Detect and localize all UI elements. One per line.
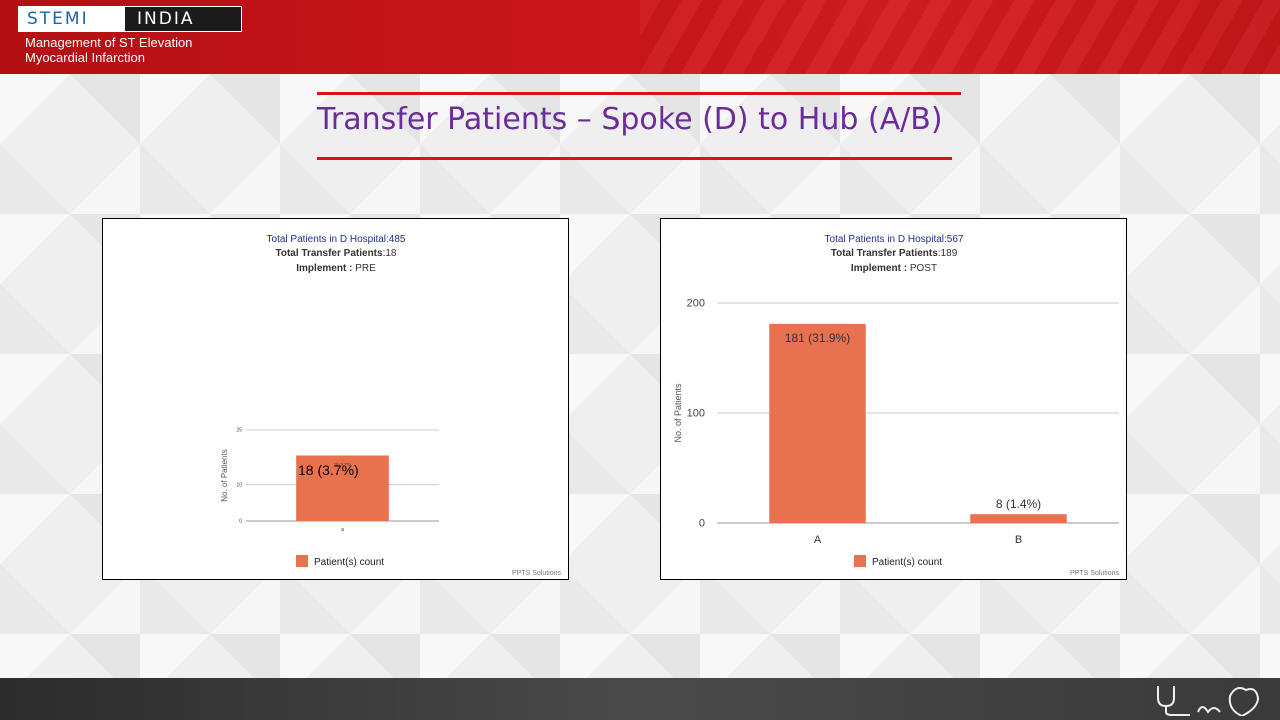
y-axis-label: No. of Patients xyxy=(673,383,683,443)
stemi-india-logo: STEMI INDIA xyxy=(18,6,242,32)
title-top-rule xyxy=(317,92,961,95)
y-tick-label: 0 xyxy=(699,518,705,530)
chart-subtitle: Total Transfer Patients:18 xyxy=(276,248,397,259)
header-banner: STEMI INDIA Management of ST Elevation M… xyxy=(0,0,1280,74)
subtitle-line-1: Management of ST Elevation xyxy=(25,35,193,50)
y-tick-label: 25 xyxy=(236,428,242,434)
logo-left-text: STEMI xyxy=(19,7,125,31)
stethoscope-heart-icon xyxy=(1157,686,1260,716)
data-label: 181 (31.9%) xyxy=(785,331,850,345)
chart-title: Total Patients in D Hospital:567 xyxy=(825,234,964,245)
legend-swatch xyxy=(296,555,308,567)
chart-implement: Implement : PRE xyxy=(296,263,376,274)
chart-post-svg: Total Patients in D Hospital:567 Total Tr… xyxy=(673,234,1120,577)
chart-subtitle: Total Transfer Patients:189 xyxy=(831,248,958,259)
bar-a xyxy=(296,455,389,521)
y-tick-label: 200 xyxy=(687,298,705,310)
slide-title: Transfer Patients – Spoke (D) to Hub (A/… xyxy=(317,102,943,137)
title-bottom-rule xyxy=(317,157,952,160)
chart-credit: PPTS Solutions xyxy=(1070,570,1120,577)
y-axis-label: No. of Patients xyxy=(220,449,229,501)
chart-panel-pre: Total Patients in D Hospital:485 Total Tr… xyxy=(102,218,569,580)
chart-pre-svg: Total Patients in D Hospital:485 Total Tr… xyxy=(220,234,562,577)
x-tick-label: A xyxy=(814,534,822,546)
legend-swatch xyxy=(854,555,866,567)
x-tick-label: a xyxy=(341,527,344,533)
overlay-data-label: 18 (3.7%) xyxy=(298,462,359,478)
chart-title: Total Patients in D Hospital:485 xyxy=(267,234,406,245)
chart-credit: PPTS Solutions xyxy=(512,570,562,577)
footer-bar xyxy=(0,678,1280,720)
data-label: 18 (3.7%) xyxy=(334,461,352,466)
y-tick-label: 10 xyxy=(236,482,242,488)
x-tick-label: B xyxy=(1015,534,1022,546)
data-label: 8 (1.4%) xyxy=(996,497,1041,511)
bar-A xyxy=(769,323,866,523)
chart-implement: Implement : POST xyxy=(851,263,937,274)
legend-label: Patient(s) count xyxy=(314,557,384,568)
subtitle-line-2: Myocardial Infarction xyxy=(25,50,145,65)
logo-right-text: INDIA xyxy=(125,7,241,31)
legend-label: Patient(s) count xyxy=(872,557,942,568)
header-subtitle: Management of ST Elevation Myocardial In… xyxy=(25,35,192,65)
chart-panel-post: Total Patients in D Hospital:567 Total Tr… xyxy=(660,218,1127,580)
y-tick-label: 100 xyxy=(687,408,705,420)
bar-B xyxy=(970,514,1067,523)
y-tick-label: 0 xyxy=(239,519,242,525)
